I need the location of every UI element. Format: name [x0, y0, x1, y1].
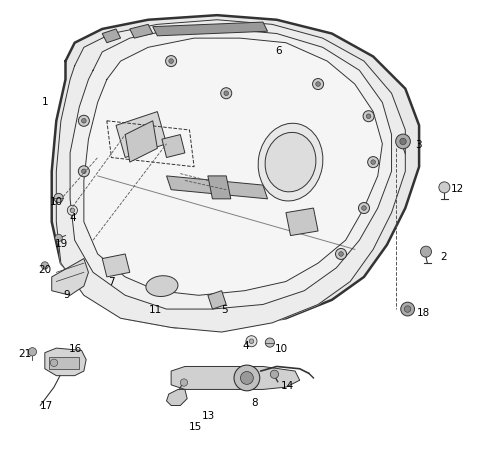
- Text: 16: 16: [69, 344, 83, 353]
- Circle shape: [401, 302, 415, 316]
- Polygon shape: [162, 134, 185, 158]
- Circle shape: [82, 169, 86, 174]
- Circle shape: [336, 249, 347, 260]
- Circle shape: [316, 82, 320, 86]
- Circle shape: [67, 205, 77, 215]
- Text: 14: 14: [280, 381, 294, 391]
- Circle shape: [400, 138, 406, 145]
- Circle shape: [339, 252, 343, 256]
- Circle shape: [363, 111, 374, 122]
- Text: 12: 12: [450, 184, 464, 194]
- Text: 17: 17: [39, 401, 53, 412]
- Circle shape: [180, 379, 188, 386]
- Circle shape: [439, 182, 450, 193]
- Text: 4: 4: [69, 213, 76, 223]
- Text: 11: 11: [149, 305, 162, 315]
- Circle shape: [224, 91, 228, 96]
- Circle shape: [362, 206, 366, 210]
- Polygon shape: [52, 259, 88, 295]
- Polygon shape: [153, 22, 267, 36]
- Polygon shape: [56, 20, 405, 332]
- Polygon shape: [49, 357, 79, 369]
- Text: 1: 1: [42, 97, 48, 108]
- Circle shape: [240, 371, 253, 384]
- Circle shape: [82, 118, 86, 123]
- Circle shape: [420, 246, 432, 257]
- Text: 15: 15: [189, 422, 202, 432]
- Ellipse shape: [258, 123, 323, 201]
- Polygon shape: [167, 176, 267, 199]
- Polygon shape: [130, 24, 153, 38]
- Circle shape: [169, 59, 173, 63]
- Text: 5: 5: [222, 305, 228, 315]
- Text: 18: 18: [417, 308, 431, 318]
- Text: 20: 20: [38, 265, 51, 275]
- Circle shape: [41, 262, 48, 269]
- Polygon shape: [286, 208, 318, 236]
- Circle shape: [78, 166, 89, 177]
- Circle shape: [28, 347, 36, 356]
- Ellipse shape: [146, 276, 178, 297]
- Circle shape: [366, 114, 371, 118]
- Polygon shape: [45, 348, 86, 376]
- Ellipse shape: [265, 133, 316, 192]
- Circle shape: [70, 208, 75, 213]
- Circle shape: [166, 55, 177, 67]
- Polygon shape: [102, 254, 130, 277]
- Polygon shape: [116, 112, 167, 158]
- Text: 21: 21: [19, 349, 32, 359]
- Text: 8: 8: [251, 398, 258, 408]
- Circle shape: [54, 193, 63, 202]
- Circle shape: [246, 336, 257, 346]
- Polygon shape: [52, 15, 419, 328]
- Text: 9: 9: [63, 290, 70, 300]
- Circle shape: [270, 370, 278, 378]
- Circle shape: [405, 306, 411, 312]
- Circle shape: [368, 157, 379, 168]
- Polygon shape: [70, 29, 392, 309]
- Text: 19: 19: [54, 239, 68, 249]
- Polygon shape: [171, 366, 300, 389]
- Circle shape: [55, 234, 62, 242]
- Circle shape: [249, 339, 254, 344]
- Text: 3: 3: [415, 140, 422, 150]
- Polygon shape: [102, 29, 120, 43]
- Text: 4: 4: [242, 341, 249, 351]
- Text: 7: 7: [108, 277, 114, 286]
- Circle shape: [312, 79, 324, 90]
- Circle shape: [234, 365, 260, 391]
- Circle shape: [371, 160, 375, 164]
- Text: 10: 10: [49, 197, 62, 207]
- Circle shape: [78, 116, 89, 126]
- Polygon shape: [208, 291, 226, 309]
- Polygon shape: [84, 38, 383, 295]
- Polygon shape: [208, 176, 231, 199]
- Circle shape: [50, 359, 58, 366]
- Text: 6: 6: [275, 46, 282, 55]
- Text: 10: 10: [275, 345, 288, 354]
- Circle shape: [359, 202, 370, 213]
- Circle shape: [221, 88, 232, 99]
- Text: 2: 2: [440, 252, 446, 262]
- Polygon shape: [125, 121, 157, 162]
- Text: 13: 13: [202, 411, 215, 420]
- Circle shape: [396, 134, 410, 149]
- Polygon shape: [167, 389, 187, 406]
- Circle shape: [265, 338, 275, 347]
